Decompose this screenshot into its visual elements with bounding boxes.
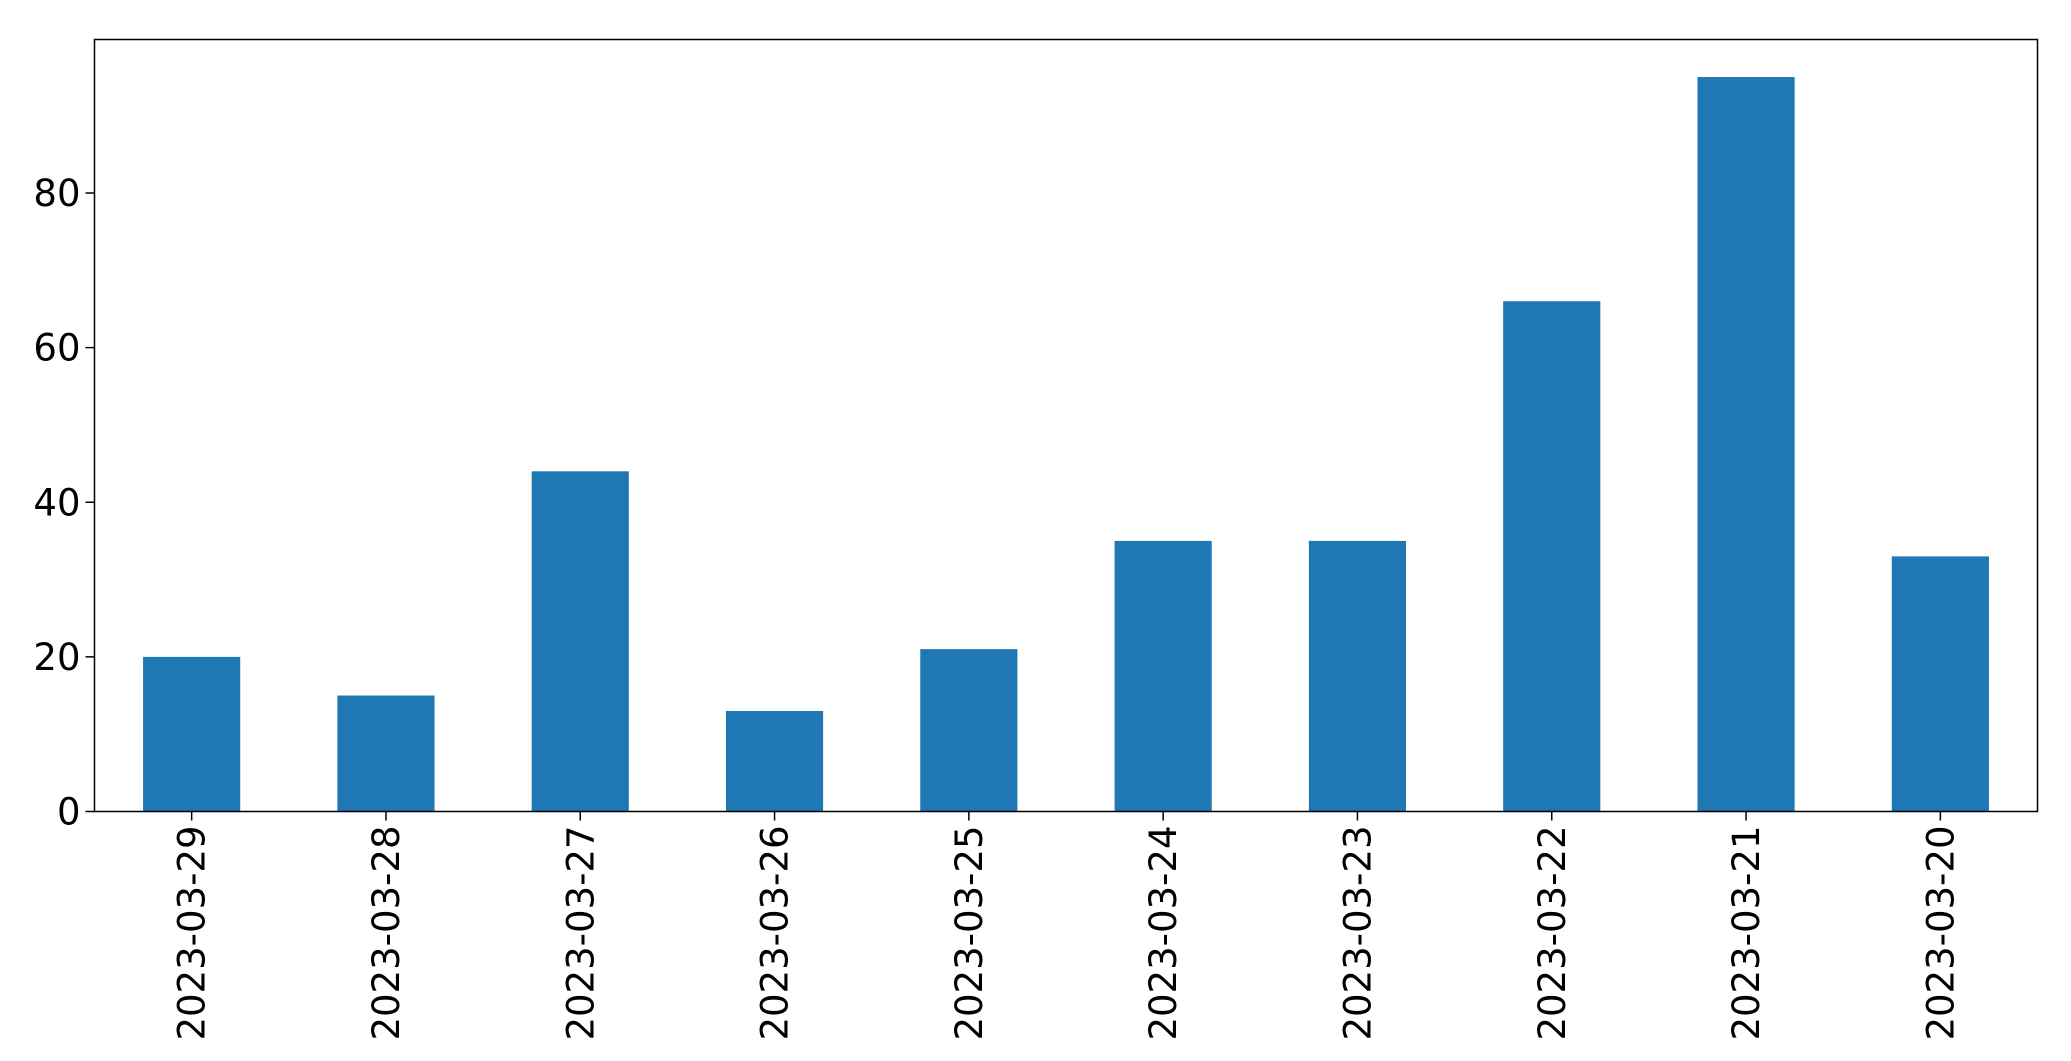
bars-group [143,77,1989,812]
x-axis: 2023-03-29 2023-03-28 2023-03-27 2023-03-26… [171,811,1962,1041]
y-tick-label: 20 [33,636,80,679]
x-tick-label: 2023-03-26 [754,826,797,1041]
x-tick-label: 2023-03-23 [1336,826,1379,1041]
bar-2023-03-22 [1503,301,1601,812]
x-tick-label: 2023-03-20 [1919,826,1962,1041]
x-tick-label: 2023-03-21 [1725,826,1768,1041]
x-tick-label: 2023-03-25 [948,826,991,1041]
bar-2023-03-24 [1114,540,1212,812]
y-tick-label: 80 [33,172,80,215]
plot-frame [93,38,2039,813]
x-tick-label: 2023-03-24 [1142,826,1185,1041]
bar-2023-03-25 [920,649,1018,812]
x-tick-label: 2023-03-22 [1531,826,1574,1041]
y-tick-label: 60 [33,327,80,370]
y-tick-label: 0 [57,791,81,834]
bar-2023-03-23 [1308,540,1407,812]
y-axis: 0 20 40 60 80 [33,172,95,834]
x-tick-label: 2023-03-27 [559,826,602,1041]
bar-2023-03-20 [1891,556,1989,812]
bar-2023-03-28 [337,695,435,812]
bar-2023-03-29 [143,656,241,812]
x-tick-label: 2023-03-28 [365,826,408,1041]
bar-2023-03-26 [725,710,824,812]
bar-2023-03-27 [531,471,629,812]
x-tick-label: 2023-03-29 [171,826,214,1041]
y-tick-label: 40 [33,481,80,524]
bar-2023-03-21 [1697,77,1795,812]
